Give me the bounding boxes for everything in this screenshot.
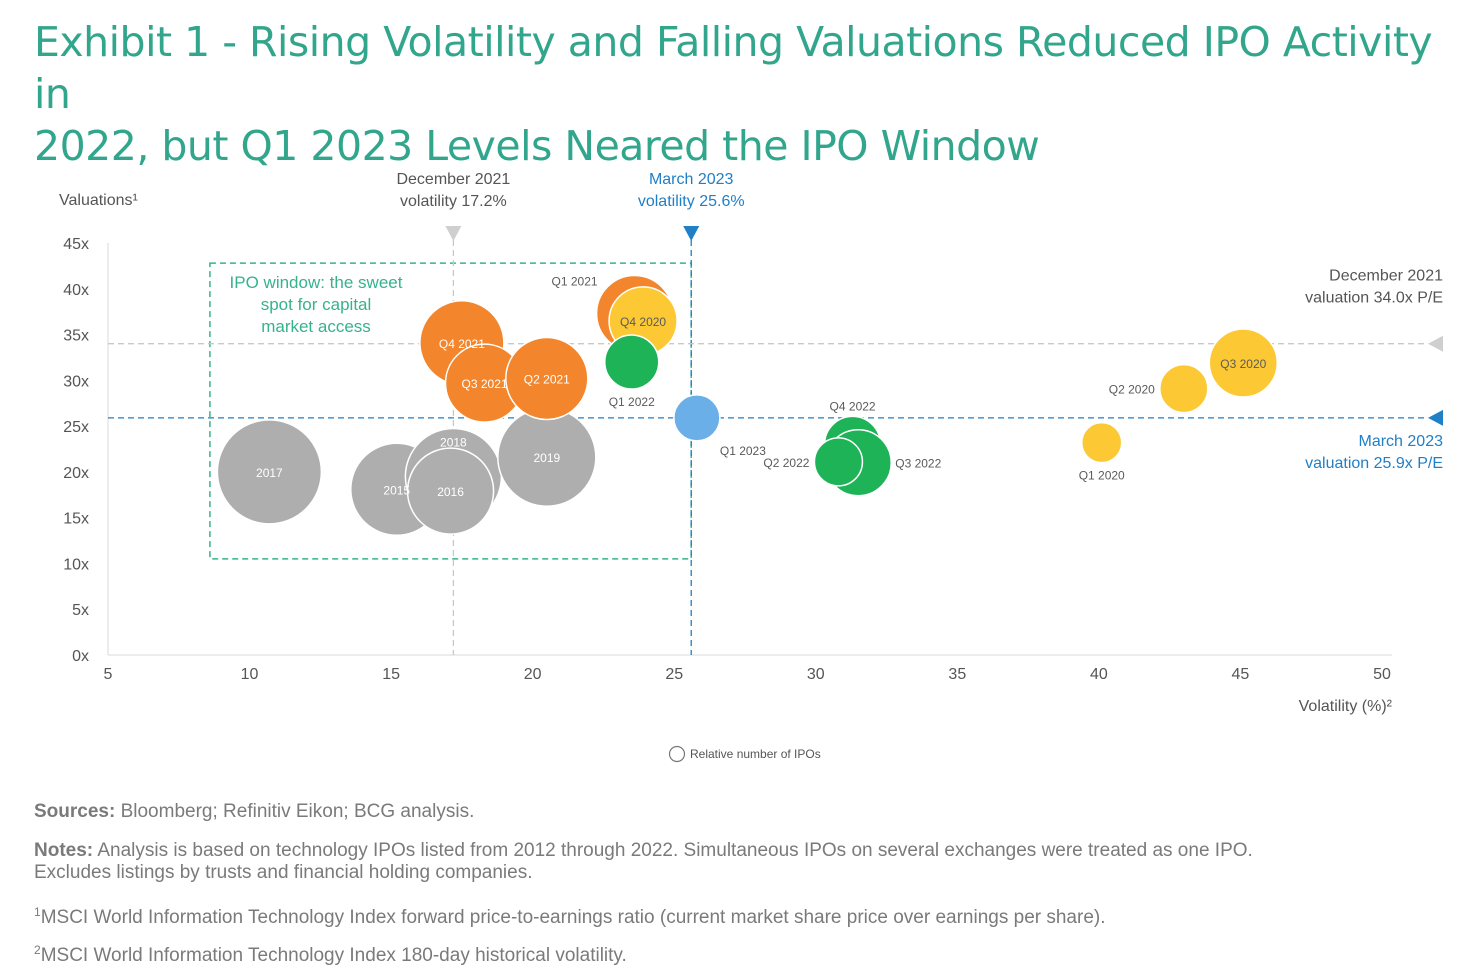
y-tick-label: 15x — [63, 511, 89, 528]
sources-label: Sources: — [34, 801, 116, 822]
ipo-window-label: spot for capital — [261, 295, 372, 314]
ipo-window-label: IPO window: the sweet — [230, 273, 403, 292]
bubble-label: 2019 — [533, 451, 560, 465]
x-tick-label: 25 — [665, 666, 683, 683]
bubble-label: Q2 2020 — [1109, 383, 1155, 397]
bubble-2016 — [406, 447, 495, 535]
reference-label-valuation: December 2021 — [1329, 268, 1443, 285]
y-tick-label: 35x — [63, 328, 89, 345]
y-tick-label: 0x — [72, 648, 89, 665]
bubble-label: Q1 2022 — [609, 395, 655, 409]
y-tick-label: 5x — [72, 602, 89, 619]
x-tick-label: 35 — [948, 666, 966, 683]
page-title: Exhibit 1 - Rising Volatility and Fallin… — [34, 16, 1464, 172]
footnote-1: 1MSCI World Information Technology Index… — [34, 901, 1454, 929]
notes: Notes: Analysis is based on technology I… — [34, 840, 1454, 884]
title-line-2: 2022, but Q1 2023 Levels Neared the IPO … — [34, 122, 1040, 170]
bubble-label: Q3 2022 — [895, 457, 941, 471]
bubble-q2-2020 — [1159, 363, 1209, 414]
bubble-label: 2015 — [383, 483, 410, 497]
x-tick-label: 10 — [241, 666, 259, 683]
footnote-2: 2MSCI World Information Technology Index… — [34, 939, 1454, 967]
ipo-window-label: market access — [261, 317, 371, 336]
sources-text: Bloomberg; Refinitiv Eikon; BCG analysis… — [120, 801, 475, 822]
y-tick-label: 40x — [63, 282, 89, 299]
bubble-q2-2021 — [505, 336, 589, 421]
footnote-2-mark: 2 — [34, 943, 41, 957]
notes-label: Notes: — [34, 840, 94, 861]
bubble-q2-2022 — [813, 437, 864, 487]
reference-label-volatility: volatility 25.6% — [638, 193, 745, 210]
bubble-2017 — [216, 419, 323, 525]
reference-marker-triangle — [683, 226, 700, 241]
legend-label: Relative number of IPOs — [690, 747, 821, 761]
bubble-label: Q2 2022 — [763, 456, 809, 470]
footnote-1-text: MSCI World Information Technology Index … — [40, 907, 1106, 928]
bubble-label: Q4 2021 — [439, 337, 485, 351]
bubble-label: 2018 — [440, 435, 467, 449]
footnote-1-mark: 1 — [34, 905, 41, 919]
x-tick-label: 15 — [382, 666, 400, 683]
bubble-q1-2022 — [604, 334, 660, 390]
x-tick-label: 30 — [807, 666, 825, 683]
bubble-q1-2020 — [1080, 421, 1123, 464]
bubble-chart: 0x 5x 10x 15x 20x 25x 30x 35x 40x 45x 5 10 15 20 25 30 3… — [59, 171, 1444, 763]
reference-label-volatility: December 2021 — [396, 171, 510, 188]
reference-label-valuation: March 2023 — [1359, 433, 1444, 450]
reference-marker-triangle — [1428, 335, 1443, 352]
y-tick-label: 30x — [63, 373, 89, 390]
y-axis-title: Valuations¹ — [59, 192, 138, 209]
reference-marker-triangle — [1428, 409, 1443, 426]
reference-label-valuation: valuation 25.9x P/E — [1305, 455, 1443, 472]
reference-label-volatility: March 2023 — [649, 171, 734, 188]
bubble-label: 2016 — [437, 485, 464, 499]
reference-label-valuation: valuation 34.0x P/E — [1305, 290, 1443, 307]
y-tick-label: 20x — [63, 465, 89, 482]
bubble-label: Q2 2021 — [524, 373, 570, 387]
title-line-1: Exhibit 1 - Rising Volatility and Fallin… — [34, 18, 1433, 118]
x-tick-label: 40 — [1090, 666, 1108, 683]
notes-line-1: Analysis is based on technology IPOs lis… — [97, 840, 1253, 861]
sources-note: Sources: Bloomberg; Refinitiv Eikon; BCG… — [34, 801, 1454, 823]
x-axis-title: Volatility (%)² — [1299, 698, 1393, 715]
bubble-label: Q4 2020 — [620, 315, 666, 329]
bubble-label: 2017 — [256, 466, 283, 480]
x-tick-label: 20 — [524, 666, 542, 683]
bubble-q1-2023 — [673, 394, 721, 442]
notes-line-2: Excludes listings by trusts and financia… — [34, 862, 533, 883]
bubble-label: Q1 2021 — [552, 274, 598, 288]
reference-label-volatility: volatility 17.2% — [400, 193, 507, 210]
ipo-window-box — [209, 262, 692, 560]
footnote-2-text: MSCI World Information Technology Index … — [40, 945, 627, 966]
x-tick-label: 45 — [1232, 666, 1250, 683]
bubble-label: Q1 2020 — [1079, 469, 1125, 483]
reference-marker-triangle — [445, 226, 462, 241]
bubble-label: Q3 2021 — [462, 377, 508, 391]
bubble-q3-2020 — [1208, 328, 1279, 398]
bubble-label: Q4 2022 — [830, 399, 876, 413]
legend-circle-icon — [668, 745, 686, 763]
bubble-label: Q3 2020 — [1220, 357, 1266, 371]
x-tick-label: 5 — [104, 666, 113, 683]
y-tick-label: 10x — [63, 556, 89, 573]
y-tick-label: 25x — [63, 419, 89, 436]
bubble-label: Q1 2023 — [720, 444, 766, 458]
y-tick-label: 45x — [63, 236, 89, 253]
x-tick-label: 50 — [1373, 666, 1391, 683]
